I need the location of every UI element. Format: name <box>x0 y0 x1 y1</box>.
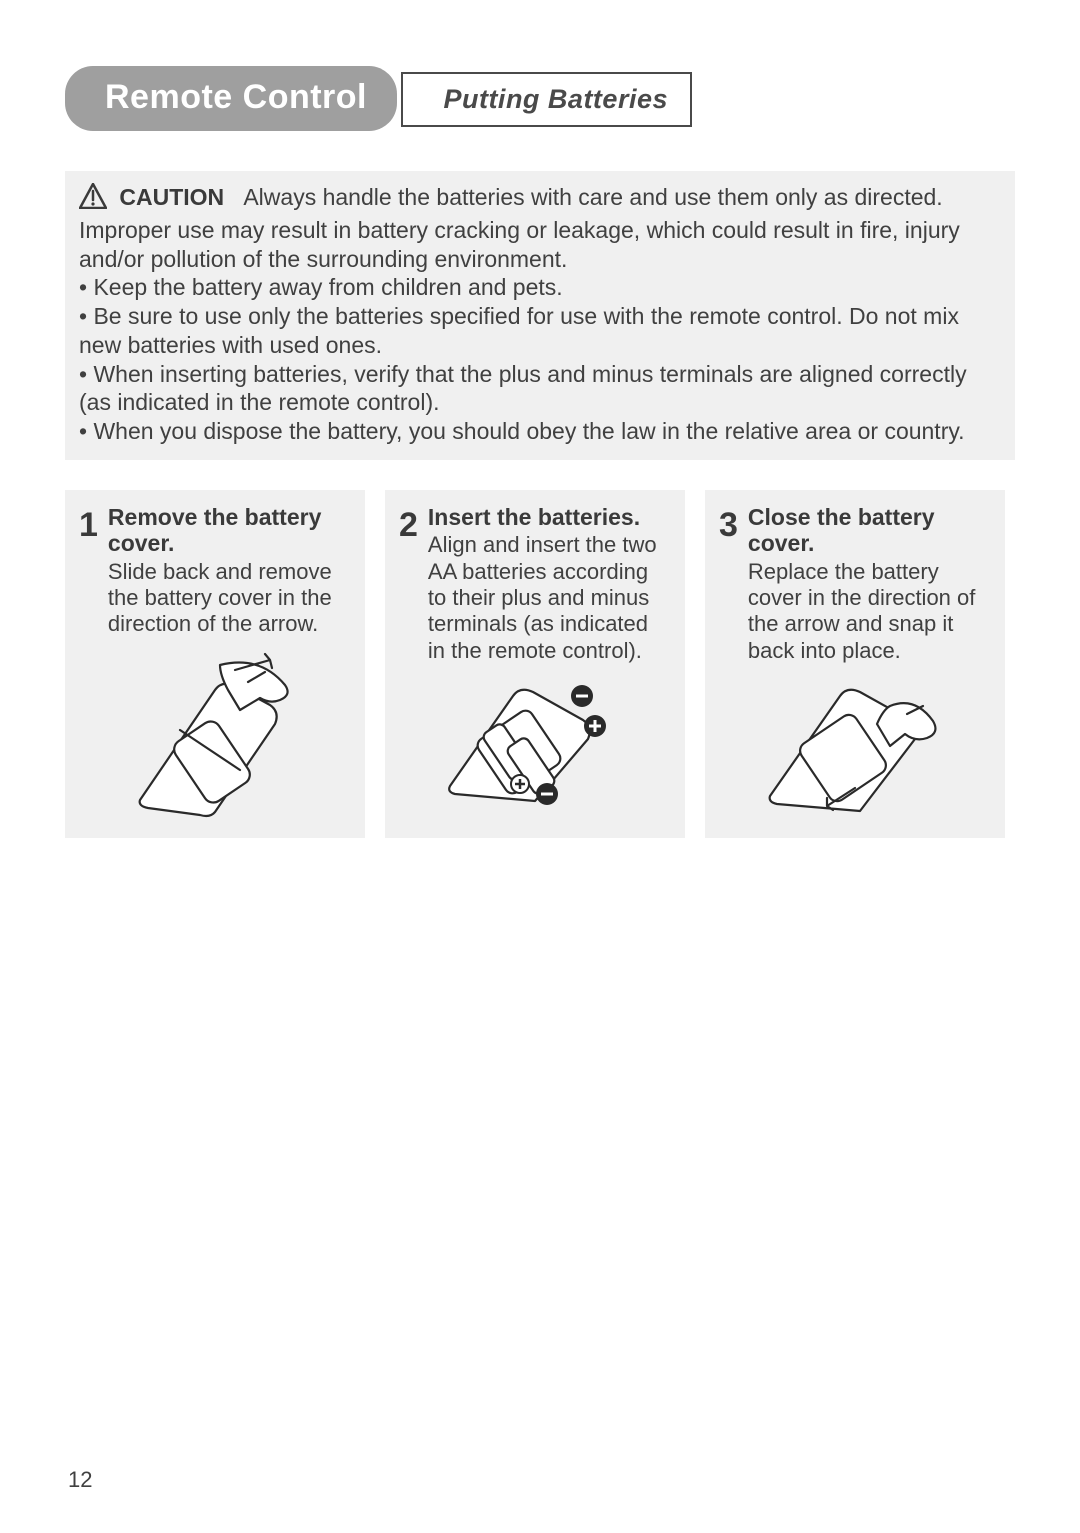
step-head: 1 Remove the battery cover. Slide back a… <box>79 504 351 638</box>
caution-bullet: • When inserting batteries, verify that … <box>79 360 1001 418</box>
caution-first-line: CAUTION Always handle the batteries with… <box>79 183 1001 273</box>
step-text: Insert the batteries. Align and insert t… <box>428 504 671 664</box>
polarity-minus-icon <box>571 685 593 707</box>
step-number: 1 <box>79 504 98 542</box>
step-panel-1: 1 Remove the battery cover. Slide back a… <box>65 490 365 838</box>
polarity-plus-icon <box>511 775 529 793</box>
step-title: Remove the battery cover. <box>108 504 351 557</box>
step-text: Close the battery cover. Replace the bat… <box>748 504 991 664</box>
subsection-title: Putting Batteries <box>443 84 668 114</box>
section-title-pill: Remote Control <box>65 66 397 131</box>
page-number: 12 <box>68 1467 92 1493</box>
caution-bullet: • Keep the battery away from children an… <box>79 273 1001 302</box>
step-desc: Replace the battery cover in the directi… <box>748 559 991 665</box>
step-head: 3 Close the battery cover. Replace the b… <box>719 504 991 664</box>
step-panel-2: 2 Insert the batteries. Align and insert… <box>385 490 685 838</box>
step-text: Remove the battery cover. Slide back and… <box>108 504 351 638</box>
subsection-box: Putting Batteries <box>401 72 692 127</box>
step-title: Insert the batteries. <box>428 504 671 530</box>
step-title: Close the battery cover. <box>748 504 991 557</box>
caution-panel: CAUTION Always handle the batteries with… <box>65 171 1015 460</box>
caution-bullet: • When you dispose the battery, you shou… <box>79 417 1001 446</box>
steps-row: 1 Remove the battery cover. Slide back a… <box>65 490 1015 838</box>
polarity-plus-icon <box>584 715 606 737</box>
caution-bullet: • Be sure to use only the batteries spec… <box>79 302 1001 360</box>
step-illustration-close-cover <box>719 676 991 816</box>
step-desc: Slide back and remove the battery cover … <box>108 559 351 638</box>
manual-page: Remote Control Putting Batteries CAUTION… <box>0 0 1080 1533</box>
step-head: 2 Insert the batteries. Align and insert… <box>399 504 671 664</box>
warning-icon <box>79 183 107 216</box>
step-illustration-remove-cover <box>79 650 351 820</box>
caution-label: CAUTION <box>119 184 224 210</box>
step-number: 2 <box>399 504 418 542</box>
step-number: 3 <box>719 504 738 542</box>
step-desc: Align and insert the two AA batteries ac… <box>428 532 671 664</box>
section-title-text: Remote Control <box>105 78 367 116</box>
step-panel-3: 3 Close the battery cover. Replace the b… <box>705 490 1005 838</box>
polarity-minus-icon <box>536 783 558 805</box>
step-illustration-insert-batteries <box>399 676 671 806</box>
